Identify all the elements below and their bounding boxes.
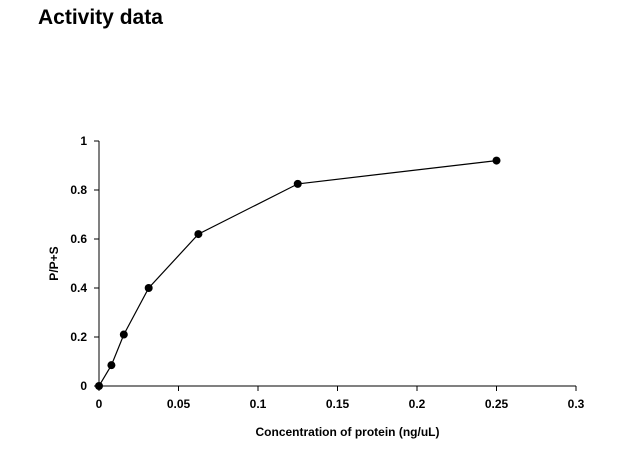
x-axis-title: Concentration of protein (ng/uL) [256,425,440,439]
series-line [98,160,497,387]
data-point [293,179,302,188]
chart-labels: 0 0.05 0.1 0.15 0.2 0.25 0.3 0 0.2 0.4 0.6 0.8 1 Conc… [47,134,585,439]
y-tick-label: 0.6 [70,232,87,246]
y-axis-title: P/P+S [47,246,61,280]
data-point [119,330,128,339]
x-tick-label: 0.05 [167,397,191,411]
y-tick-label: 0.8 [70,183,87,197]
page-title: Activity data [38,6,163,29]
x-tick-label: 0 [96,397,103,411]
x-tick-label: 0.2 [409,397,426,411]
y-tick-label: 0.2 [70,330,87,344]
x-tick-label: 0.3 [568,397,585,411]
x-tick-label: 0.25 [485,397,509,411]
y-tick-label: 1 [80,134,87,148]
data-point [95,382,103,390]
chart-series [95,156,501,390]
data-point [144,284,153,292]
data-point [492,156,501,165]
data-point [194,230,203,239]
x-tick-label: 0.1 [250,397,267,411]
x-tick-label: 0.15 [326,397,350,411]
y-tick-label: 0 [80,379,87,393]
y-tick-label: 0.4 [70,281,87,295]
chart-axes [94,140,577,391]
data-point [107,361,116,370]
